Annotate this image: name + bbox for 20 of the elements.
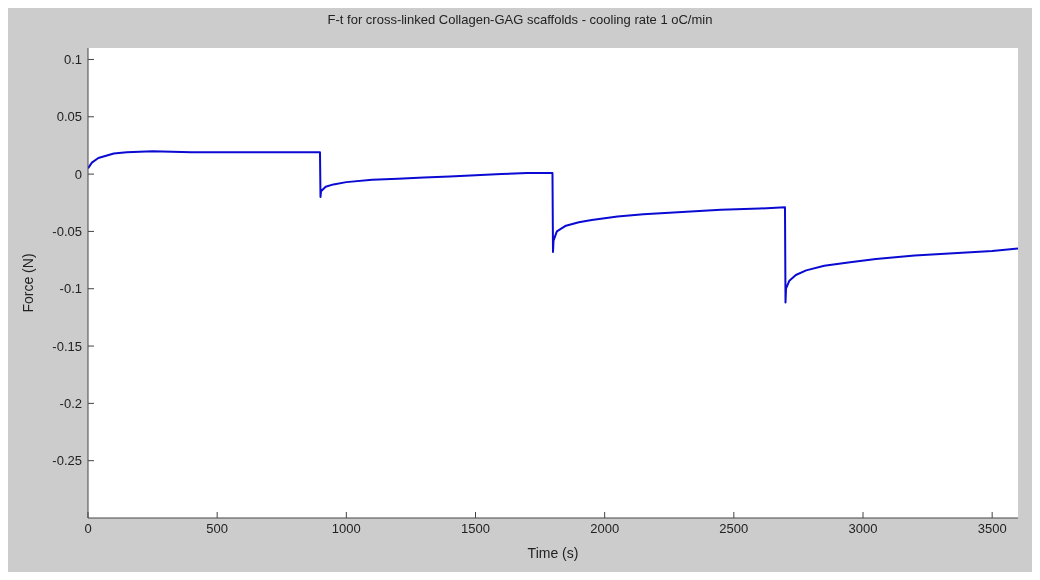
x-tick-label: 3500 [977,521,1007,537]
x-tick-label: 0 [84,521,92,537]
y-axis-title: Force (N) [19,253,36,313]
x-tick-label: 2000 [590,521,620,537]
x-tick-label: 500 [206,521,229,537]
x-tick-label: 1500 [461,521,490,537]
y-tick-label: 0.05 [56,109,82,125]
x-tick-label: 2500 [719,521,749,537]
y-tick-label: 0 [74,166,82,182]
x-tick-label: 3000 [848,521,878,537]
y-tick-label: -0.1 [59,281,82,297]
y-tick-label: -0.05 [52,224,82,240]
y-tick-label: -0.2 [59,395,82,411]
y-tick-label: -0.15 [52,338,82,354]
x-axis-title: Time (s) [527,545,579,561]
y-tick-label: 0.1 [63,52,82,68]
line-series [88,150,1018,304]
x-tick-label: 1000 [331,521,361,537]
y-tick-label: -0.25 [52,453,82,469]
chart-title: F-t for cross-linked Collagen-GAG scaffolds - cooling rate 1 oC/min [326,12,714,27]
